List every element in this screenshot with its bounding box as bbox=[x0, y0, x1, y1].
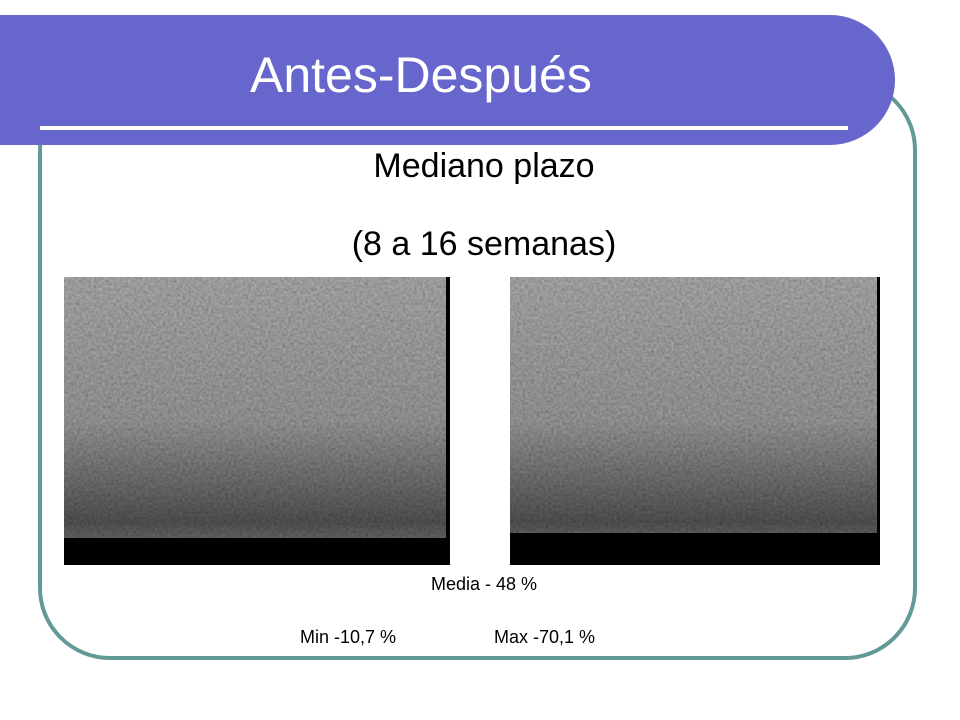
max-stat: Max -70,1 % bbox=[494, 627, 595, 647]
slide-title: Antes-Después bbox=[250, 47, 592, 103]
mean-stat: Media - 48 % bbox=[431, 574, 537, 594]
title-underline bbox=[40, 126, 848, 130]
subtitle: Mediano plazo bbox=[373, 147, 594, 185]
min-stat: Min -10,7 % bbox=[300, 627, 396, 647]
after-photo bbox=[510, 277, 880, 565]
title-banner bbox=[0, 15, 895, 145]
before-photo bbox=[64, 277, 450, 565]
subtitle: (8 a 16 semanas) bbox=[352, 225, 617, 263]
